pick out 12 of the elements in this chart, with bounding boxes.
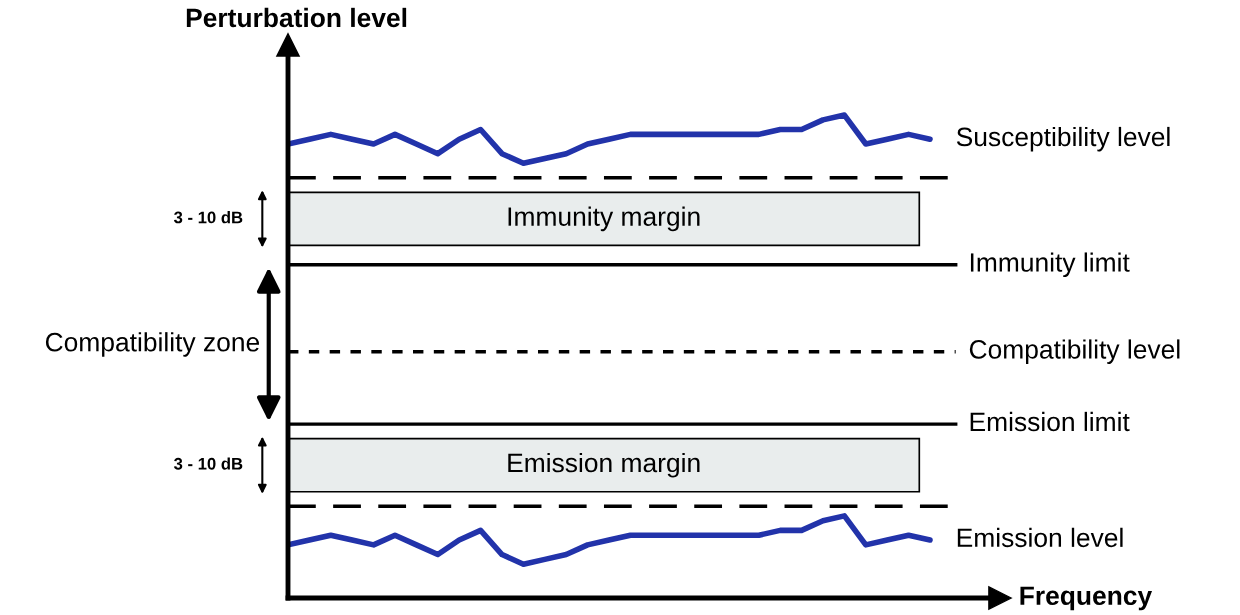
series-label: Susceptibility level <box>956 126 1170 152</box>
series-label: Emission level <box>957 527 1123 548</box>
band-label: Immunity margin <box>508 206 700 232</box>
y-axis-title: Perturbation level <box>186 7 407 28</box>
text: Compatibility zone <box>45 332 260 357</box>
band-label: Emission margin <box>508 452 700 478</box>
ref-line-label: Compatibility level <box>969 339 1180 364</box>
ref-line-label: Immunity limit <box>970 252 1130 278</box>
text: 3 - 10 dB <box>173 457 243 470</box>
x-axis-title: Frequency <box>1020 586 1153 611</box>
text: 3 - 10 dB <box>173 211 243 224</box>
ref-line-label: Emission limit <box>970 411 1130 432</box>
